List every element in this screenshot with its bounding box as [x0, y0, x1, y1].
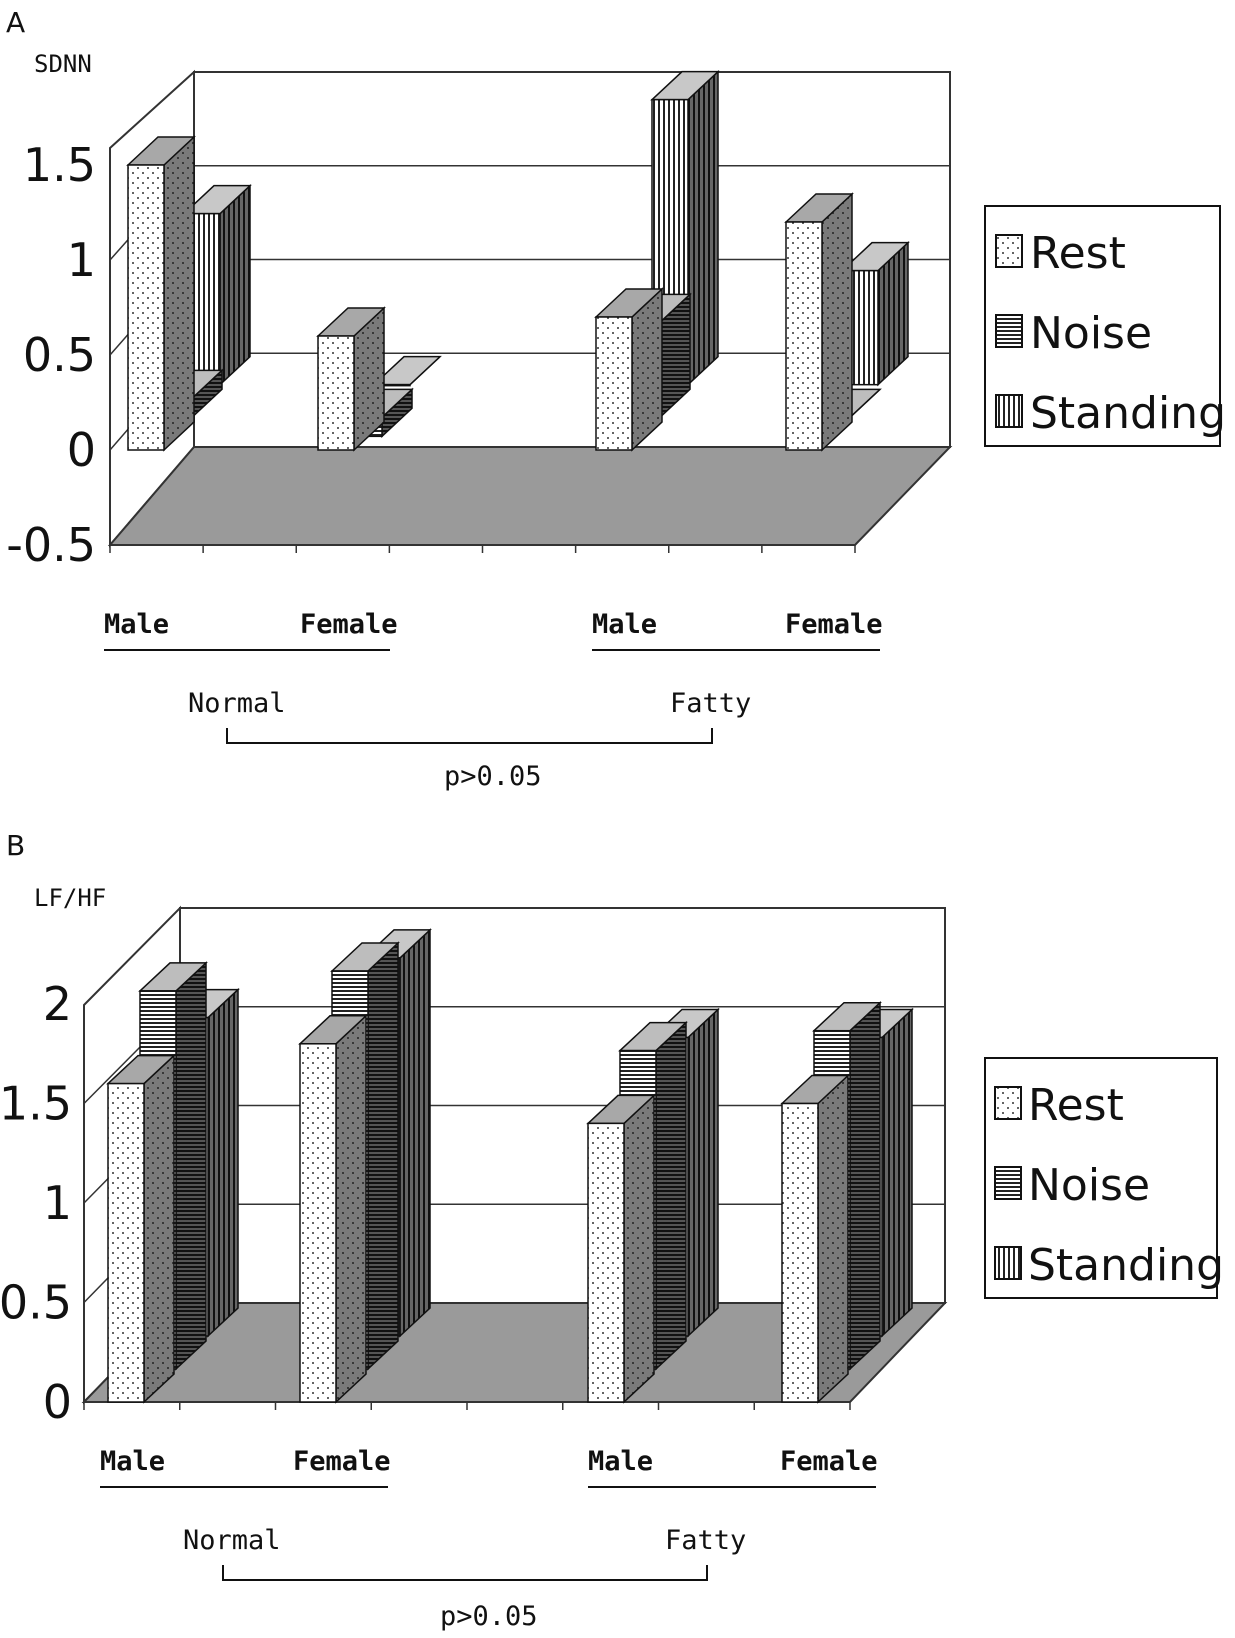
floor — [107, 446, 953, 546]
bar-rest-3 — [784, 192, 854, 452]
group-label: Fatty — [665, 1525, 746, 1556]
panel-b: B LF/HF 2 1.5 1 0.5 0 Rest Noise Standing Ma… — [0, 829, 1224, 1632]
y-tick-label: 1 — [67, 233, 96, 287]
y-tick-label: 0.5 — [0, 1276, 72, 1330]
y-tick-label: 1.5 — [23, 138, 96, 192]
panel-label: A — [6, 6, 25, 39]
legend: Rest Noise Standing — [984, 205, 1226, 447]
panel-label: B — [6, 829, 25, 862]
legend-swatch-rest — [994, 1086, 1022, 1120]
legend-swatch-rest — [995, 234, 1023, 268]
bar-standing-0 — [182, 183, 252, 387]
comparison-bracket — [226, 728, 713, 744]
y-tick-label: 0 — [67, 423, 96, 477]
y-tick-label: 1 — [43, 1176, 72, 1230]
legend-label-standing: Standing — [1028, 1240, 1224, 1291]
category-label: Male — [588, 1446, 653, 1477]
y-tick-label: 1.5 — [0, 1077, 72, 1131]
p-value-label: p>0.05 — [440, 1601, 538, 1632]
bar-rest-3 — [780, 1073, 850, 1404]
y-ticks: 1.5 1 0.5 0 -0.5 — [6, 138, 96, 572]
bars — [106, 928, 914, 1404]
legend-swatch-standing — [995, 394, 1023, 428]
bar-rest-1 — [298, 1014, 368, 1404]
category-label: Female — [293, 1446, 391, 1477]
legend-swatch-standing — [994, 1246, 1022, 1280]
y-tick-label: 0.5 — [23, 328, 96, 382]
bar-rest-0 — [126, 135, 196, 452]
y-ticks: 2 1.5 1 0.5 0 — [0, 977, 72, 1429]
category-label: Female — [785, 609, 883, 640]
group-label: Normal — [188, 688, 286, 719]
legend-label-rest: Rest — [1028, 1080, 1124, 1131]
group-label: Fatty — [670, 688, 751, 719]
x-categories: Male Female Male Female Normal Fatty p>0… — [100, 1446, 878, 1632]
y-tick-label: 0 — [43, 1375, 72, 1429]
y-tick-label: 2 — [43, 977, 72, 1031]
group-label: Normal — [183, 1525, 281, 1556]
legend-swatch-noise — [994, 1166, 1022, 1200]
category-label: Female — [300, 609, 398, 640]
bar-rest-2 — [586, 1093, 656, 1404]
bars — [126, 69, 910, 452]
y-axis-label: SDNN — [34, 50, 92, 78]
legend-label-rest: Rest — [1030, 228, 1126, 279]
legend-swatch-noise — [995, 314, 1023, 348]
category-label: Male — [592, 609, 657, 640]
bar-rest-2 — [594, 287, 664, 452]
p-value-label: p>0.05 — [444, 761, 542, 792]
bar-standing-1 — [372, 355, 442, 387]
bar-rest-1 — [316, 306, 386, 452]
x-categories: Male Female Male Female Normal Fatty p>0… — [104, 609, 883, 792]
panel-a: A SDNN 1.510.50-0.5 Rest Noise Standing … — [6, 6, 1226, 792]
category-label: Female — [780, 1446, 878, 1477]
bar-rest-0 — [106, 1053, 176, 1404]
y-axis-label: LF/HF — [34, 884, 106, 912]
legend-label-noise: Noise — [1030, 308, 1152, 359]
legend-label-standing: Standing — [1030, 388, 1226, 439]
comparison-bracket — [222, 1565, 708, 1581]
category-label: Male — [104, 609, 169, 640]
y-tick-label: -0.5 — [6, 518, 96, 572]
category-label: Male — [100, 1446, 165, 1477]
legend: Rest Noise Standing — [984, 1057, 1224, 1299]
legend-label-noise: Noise — [1028, 1160, 1150, 1211]
